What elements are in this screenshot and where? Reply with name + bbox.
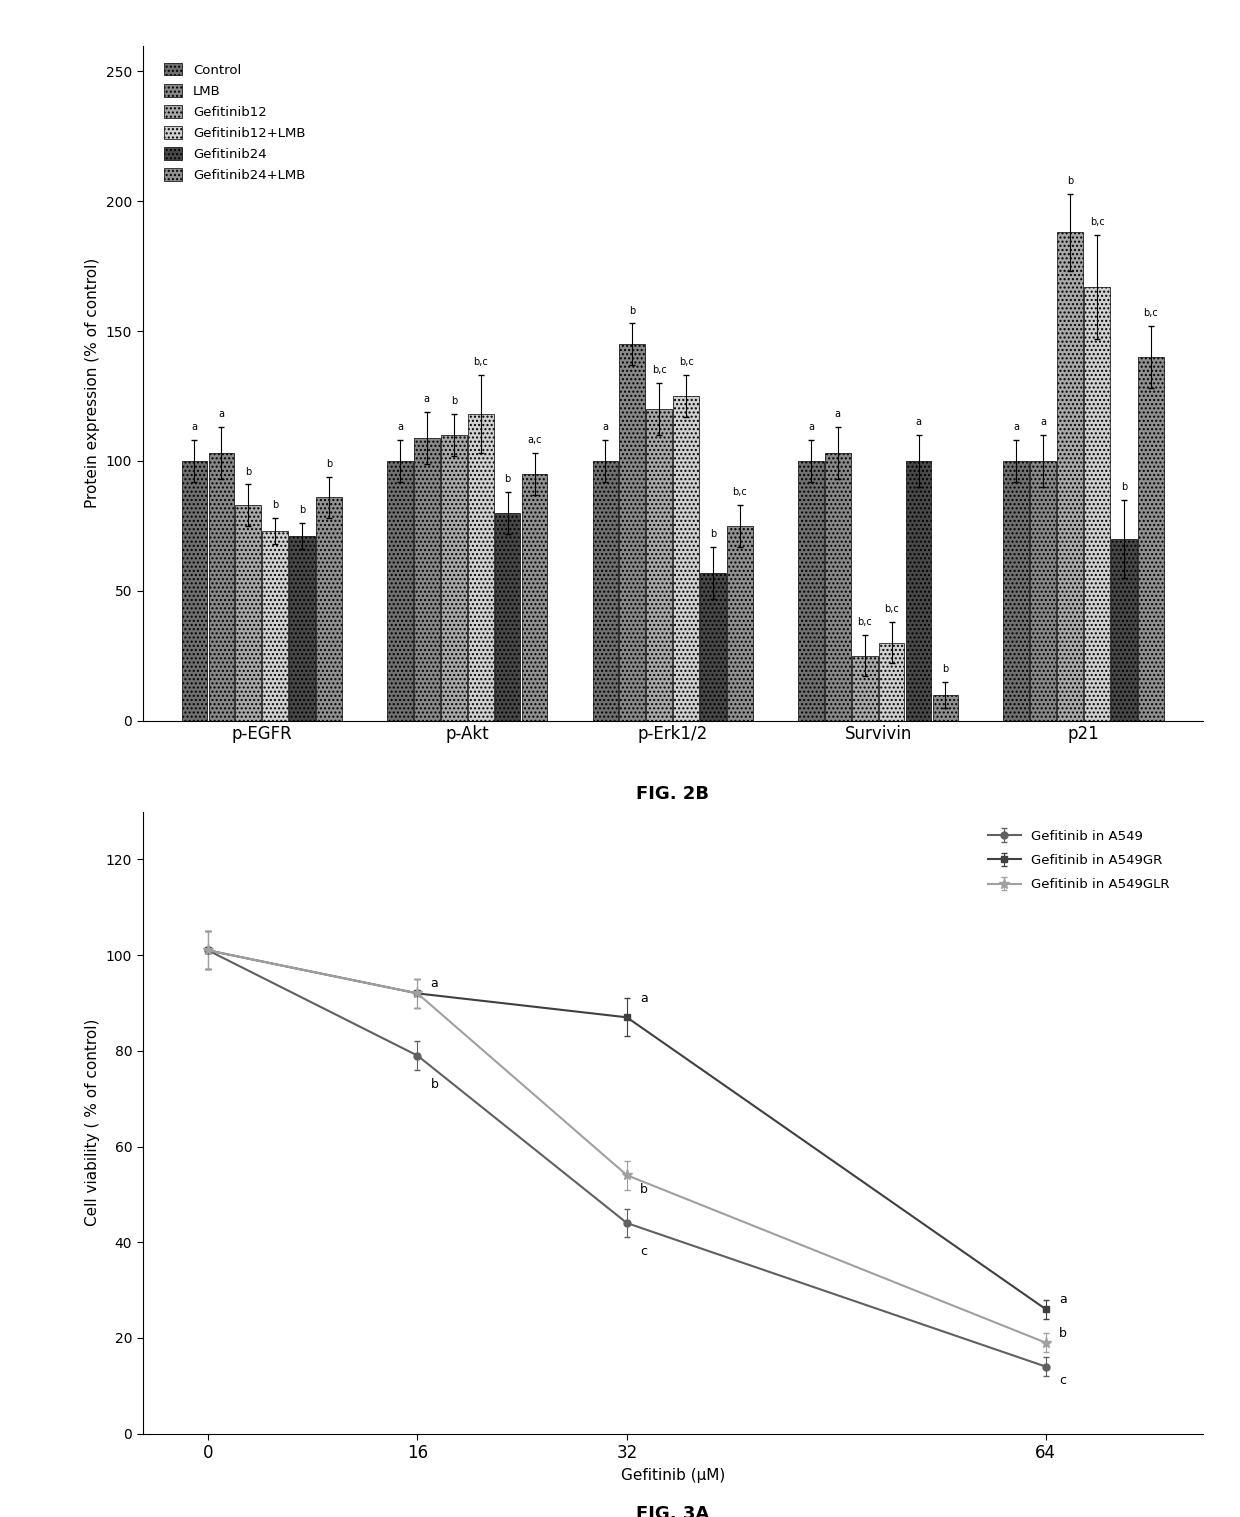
- Bar: [522, 473, 547, 721]
- Bar: [181, 461, 207, 721]
- Bar: [316, 498, 342, 721]
- Bar: [1111, 539, 1137, 721]
- Legend: Control, LMB, Gefitinib12, Gefitinib12+LMB, Gefitinib24, Gefitinib24+LMB: Control, LMB, Gefitinib12, Gefitinib12+L…: [160, 59, 309, 187]
- Bar: [593, 461, 619, 721]
- Bar: [289, 536, 315, 721]
- Text: b: b: [629, 305, 635, 316]
- Text: b: b: [1059, 1326, 1066, 1340]
- Text: b: b: [640, 1183, 647, 1195]
- Text: a: a: [1059, 1292, 1066, 1306]
- Text: b: b: [1121, 482, 1127, 492]
- Bar: [673, 396, 699, 721]
- Text: b: b: [246, 467, 252, 476]
- Bar: [467, 414, 494, 721]
- Bar: [1138, 356, 1164, 721]
- Bar: [646, 410, 672, 721]
- Text: c: c: [1059, 1374, 1066, 1388]
- Text: b: b: [299, 505, 305, 516]
- Text: a: a: [218, 410, 224, 419]
- Bar: [208, 454, 234, 721]
- Text: b: b: [711, 529, 717, 539]
- Text: c: c: [640, 1245, 647, 1258]
- Text: a: a: [808, 422, 813, 432]
- Bar: [905, 461, 931, 721]
- Text: a: a: [424, 394, 430, 404]
- Bar: [414, 437, 440, 721]
- Text: b,c: b,c: [474, 358, 489, 367]
- Bar: [1003, 461, 1029, 721]
- Text: FIG. 2B: FIG. 2B: [636, 784, 709, 802]
- Bar: [236, 505, 262, 721]
- Text: a: a: [640, 992, 647, 1004]
- Y-axis label: Cell viability ( % of control): Cell viability ( % of control): [86, 1019, 100, 1226]
- Bar: [387, 461, 413, 721]
- Bar: [852, 655, 878, 721]
- Bar: [932, 695, 959, 721]
- Bar: [879, 643, 904, 721]
- Legend: Gefitinib in A549, Gefitinib in A549GR, Gefitinib in A549GLR: Gefitinib in A549, Gefitinib in A549GR, …: [982, 824, 1176, 897]
- Text: b: b: [326, 458, 332, 469]
- Bar: [620, 344, 645, 721]
- Text: b,c: b,c: [678, 358, 693, 367]
- Bar: [701, 572, 725, 721]
- Bar: [727, 526, 753, 721]
- Text: a: a: [430, 977, 438, 991]
- Bar: [441, 435, 466, 721]
- Text: a,c: a,c: [527, 435, 542, 446]
- Text: a: a: [835, 410, 841, 419]
- Text: a: a: [603, 422, 609, 432]
- Bar: [825, 454, 851, 721]
- Text: b,c: b,c: [857, 617, 872, 627]
- Bar: [799, 461, 823, 721]
- Text: a: a: [915, 417, 921, 428]
- Text: a: a: [1040, 417, 1047, 428]
- Text: b: b: [450, 396, 456, 407]
- Text: FIG. 3A: FIG. 3A: [636, 1505, 709, 1517]
- Bar: [495, 513, 521, 721]
- Bar: [1030, 461, 1056, 721]
- Bar: [1084, 287, 1110, 721]
- Text: a: a: [397, 422, 403, 432]
- Text: a: a: [1013, 422, 1019, 432]
- Text: b: b: [430, 1077, 439, 1091]
- Text: b,c: b,c: [652, 366, 667, 375]
- X-axis label: Gefitinib (μM): Gefitinib (μM): [620, 1467, 725, 1482]
- Text: b: b: [1068, 176, 1074, 185]
- Text: b,c: b,c: [733, 487, 748, 498]
- Bar: [263, 531, 288, 721]
- Text: b,c: b,c: [884, 604, 899, 614]
- Text: b: b: [272, 501, 278, 510]
- Text: b: b: [942, 664, 949, 674]
- Text: b: b: [505, 475, 511, 484]
- Text: b,c: b,c: [1143, 308, 1158, 319]
- Y-axis label: Protein expression (% of control): Protein expression (% of control): [86, 258, 100, 508]
- Text: a: a: [191, 422, 197, 432]
- Text: b,c: b,c: [1090, 217, 1105, 228]
- Bar: [1058, 232, 1083, 721]
